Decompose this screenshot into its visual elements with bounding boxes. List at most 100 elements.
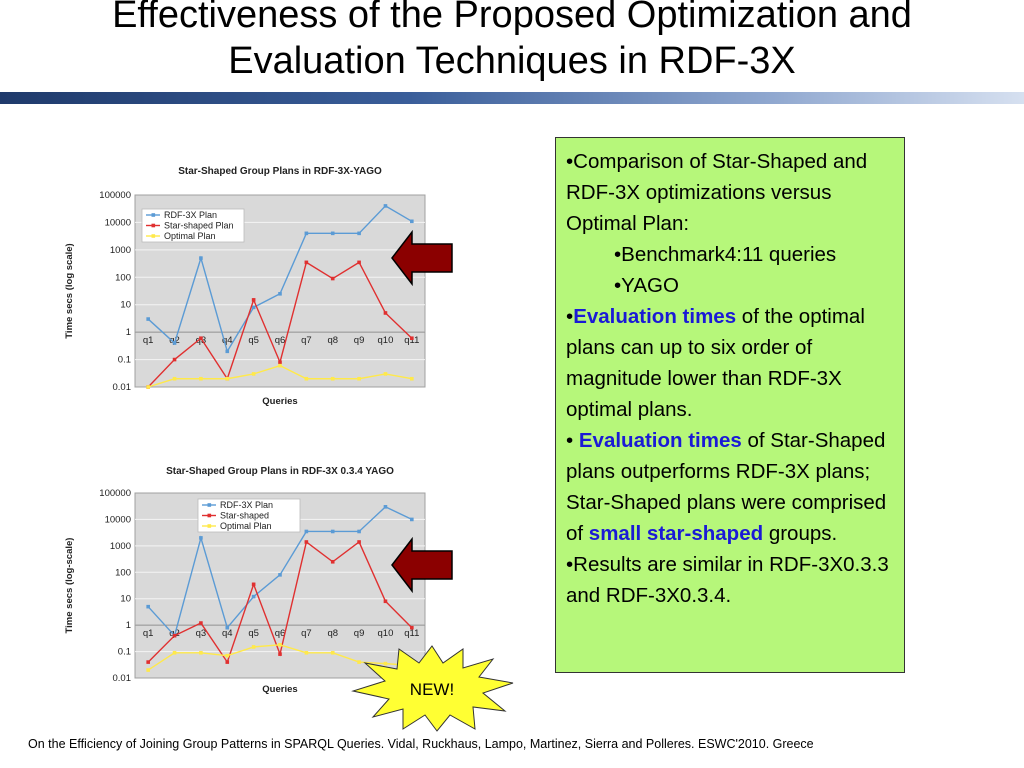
x-tick-label: q6 <box>275 335 286 346</box>
data-point <box>330 529 335 534</box>
new-badge-label: NEW! <box>410 680 454 699</box>
x-tick-label: q3 <box>196 335 207 346</box>
chart-rdf3x-034-yago: Star-Shaped Group Plans in RDF-3X 0.3.4 … <box>60 460 435 700</box>
data-point <box>225 376 230 381</box>
data-point <box>278 573 282 577</box>
left-arrow-icon <box>391 537 453 593</box>
left-arrow-icon <box>391 230 453 286</box>
data-point <box>383 372 388 376</box>
bullet-comparison: •Comparison of Star-Shaped and RDF-3X op… <box>566 150 868 235</box>
x-tick-label: q4 <box>222 628 233 639</box>
data-point <box>410 517 414 522</box>
data-point <box>251 372 256 376</box>
bullet-evaluation-optimal: •Evaluation times of the optimal plans c… <box>566 301 896 425</box>
data-point <box>357 660 361 664</box>
x-tick-label: q10 <box>378 628 394 639</box>
slide-title-line1: Effectiveness of the Proposed Optimizati… <box>112 0 912 36</box>
data-point <box>146 317 150 321</box>
data-point <box>199 376 203 381</box>
y-tick-label: 1 <box>126 620 131 631</box>
data-point <box>410 336 414 341</box>
x-tick-label: q1 <box>143 628 154 639</box>
x-tick-label: q8 <box>327 628 338 639</box>
bullet-results-similar: •Results are similar in RDF-3X0.3.3 and … <box>566 553 889 607</box>
data-point <box>330 276 335 281</box>
x-tick-label: q10 <box>378 335 394 346</box>
x-tick-label: q5 <box>248 628 259 639</box>
x-tick-label: q9 <box>354 628 365 639</box>
data-point <box>146 385 150 389</box>
data-point <box>278 652 282 656</box>
data-point <box>304 376 309 381</box>
data-point <box>251 645 256 649</box>
x-axis-label: Queries <box>262 396 297 407</box>
data-point <box>199 336 203 341</box>
y-tick-label: 10 <box>120 300 131 311</box>
data-point <box>357 540 361 544</box>
legend-marker <box>207 513 212 518</box>
data-point <box>304 231 309 236</box>
legend-marker <box>207 524 212 528</box>
y-tick-label: 0.01 <box>113 673 132 684</box>
data-point <box>330 231 335 236</box>
data-point <box>172 650 177 655</box>
data-point <box>199 256 203 260</box>
data-point <box>304 529 309 534</box>
data-point <box>383 204 388 208</box>
legend-entry: RDF-3X Plan <box>164 210 217 220</box>
data-point <box>410 625 414 630</box>
data-point <box>172 357 177 362</box>
data-point <box>172 633 177 638</box>
legend-marker <box>151 223 156 228</box>
legend-entry: Star-shaped Plan <box>164 221 234 231</box>
x-tick-label: q7 <box>301 335 312 346</box>
bullet-text: groups. <box>763 522 838 545</box>
data-point <box>225 660 230 664</box>
data-point <box>383 661 388 666</box>
x-axis-label: Queries <box>262 684 297 695</box>
data-point <box>330 376 335 381</box>
legend-entry: Star-shaped <box>220 511 269 521</box>
data-point <box>225 349 230 354</box>
y-tick-label: 0.01 <box>113 382 132 393</box>
y-tick-label: 1000 <box>110 245 131 256</box>
data-point <box>199 536 203 540</box>
data-point <box>199 650 203 655</box>
title-divider-bar <box>0 92 1024 104</box>
bullet-yago: •YAGO <box>614 274 679 297</box>
y-tick-label: 10 <box>120 594 131 605</box>
data-point <box>146 604 150 609</box>
data-point <box>330 559 335 564</box>
data-point <box>172 341 177 345</box>
data-point <box>383 505 388 509</box>
y-tick-label: 10000 <box>105 217 131 228</box>
y-tick-label: 100 <box>115 567 131 578</box>
legend-entry: Optimal Plan <box>164 231 216 241</box>
data-point <box>304 540 309 544</box>
data-point <box>330 650 335 655</box>
data-point <box>383 311 388 315</box>
data-point <box>251 298 256 302</box>
data-point <box>410 219 414 224</box>
legend-marker <box>207 503 212 507</box>
legend-entry: Optimal Plan <box>220 521 272 531</box>
y-tick-label: 10000 <box>105 514 131 525</box>
x-tick-label: q11 <box>404 335 419 346</box>
y-tick-label: 1 <box>126 327 131 338</box>
chart-rdf3x-yago: Star-Shaped Group Plans in RDF-3X-YAGO 10… <box>60 160 435 410</box>
data-point <box>146 660 150 664</box>
data-point <box>278 643 282 647</box>
y-tick-label: 0.1 <box>118 647 131 658</box>
chart-title: Star-Shaped Group Plans in RDF-3X 0.3.4 … <box>166 466 394 477</box>
legend-marker <box>151 213 156 217</box>
y-tick-label: 100000 <box>99 190 131 201</box>
highlight-evaluation-times: Evaluation times <box>578 429 742 452</box>
x-tick-label: q11 <box>404 628 419 639</box>
y-tick-label: 100 <box>115 272 131 283</box>
y-axis-label: Time secs (log scale) <box>64 243 75 338</box>
data-point <box>251 594 256 599</box>
x-tick-label: q9 <box>354 335 365 346</box>
summary-text-panel: •Comparison of Star-Shaped and RDF-3X op… <box>555 137 905 673</box>
y-tick-label: 0.1 <box>118 355 131 366</box>
data-point <box>304 650 309 655</box>
